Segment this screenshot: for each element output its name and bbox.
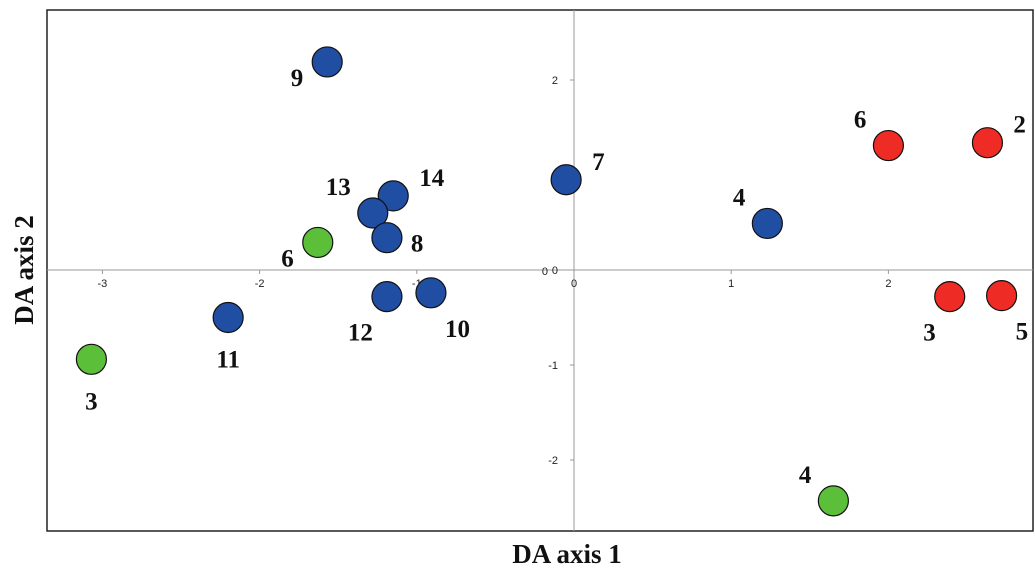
red-point-3 (934, 281, 966, 313)
point-label: 10 (445, 316, 470, 343)
x-tick-label: 2 (885, 278, 891, 290)
point-label: 6 (854, 107, 867, 134)
x-tick-label: 0 (571, 278, 577, 290)
x-tick-label: -3 (98, 278, 108, 290)
green-point-6 (302, 226, 334, 259)
blue-point-4 (751, 207, 783, 240)
blue-point-10 (415, 277, 447, 309)
axes-group (47, 10, 1033, 531)
y-tick-label: -2 (548, 455, 558, 467)
red-point-6 (872, 129, 905, 162)
green-point-4 (817, 485, 849, 517)
point-label: 14 (419, 165, 445, 192)
blue-point-12 (371, 281, 403, 313)
point-label: 3 (923, 320, 936, 347)
blue-point-7 (550, 164, 582, 196)
point-label: 6 (281, 245, 294, 272)
blue-point-13 (357, 197, 389, 229)
point-label: 7 (592, 149, 605, 176)
x-tick-label: 1 (728, 278, 734, 290)
point-label: 13 (326, 174, 351, 201)
x-tick-label: -2 (255, 278, 265, 290)
point-label: 9 (291, 65, 304, 92)
point-label: 3 (85, 388, 98, 415)
point-label: 2 (1013, 112, 1026, 139)
blue-point-11 (212, 301, 244, 334)
point-label: 8 (411, 231, 424, 258)
red-point-2 (971, 127, 1004, 159)
blue-point-9 (311, 46, 343, 78)
point-label: 11 (216, 347, 240, 374)
origin-tick-label: 0 (542, 266, 548, 278)
x-tick-label: -1 (412, 278, 422, 290)
y-tick-label: 2 (552, 75, 558, 87)
blue-point-14 (377, 180, 409, 212)
y-tick-label: 0 (552, 265, 558, 277)
y-tick-label: -1 (548, 360, 558, 372)
y-axis-title: DA axis 2 (9, 215, 39, 325)
point-label: 4 (799, 462, 812, 489)
points-group (75, 46, 1018, 517)
blue-point-8 (371, 222, 403, 254)
red-point-5 (985, 280, 1018, 312)
point-label: 4 (733, 184, 746, 211)
point-label: 12 (348, 320, 373, 347)
x-axis-title: DA axis 1 (512, 539, 622, 569)
point-label: 5 (1016, 319, 1029, 346)
green-point-3 (75, 343, 107, 375)
